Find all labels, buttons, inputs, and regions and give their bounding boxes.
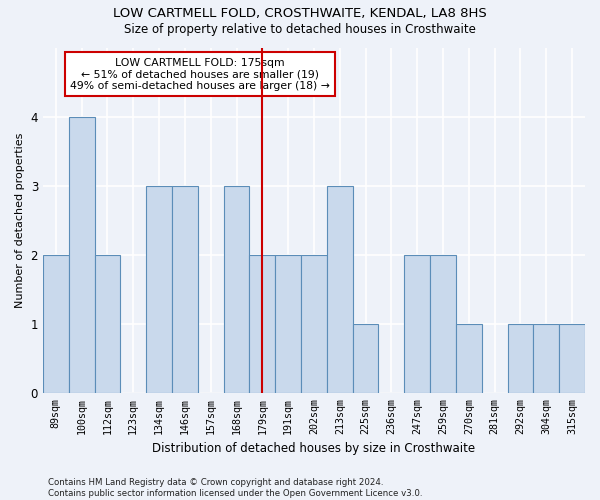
- Y-axis label: Number of detached properties: Number of detached properties: [15, 132, 25, 308]
- Bar: [456, 324, 482, 393]
- Bar: [43, 254, 69, 393]
- Text: LOW CARTMELL FOLD: 175sqm
← 51% of detached houses are smaller (19)
49% of semi-: LOW CARTMELL FOLD: 175sqm ← 51% of detac…: [70, 58, 330, 91]
- Text: Contains HM Land Registry data © Crown copyright and database right 2024.
Contai: Contains HM Land Registry data © Crown c…: [48, 478, 422, 498]
- Bar: [69, 116, 95, 393]
- Text: Size of property relative to detached houses in Crosthwaite: Size of property relative to detached ho…: [124, 22, 476, 36]
- Bar: [559, 324, 585, 393]
- Bar: [250, 254, 275, 393]
- X-axis label: Distribution of detached houses by size in Crosthwaite: Distribution of detached houses by size …: [152, 442, 476, 455]
- Bar: [327, 186, 353, 393]
- Bar: [353, 324, 379, 393]
- Bar: [404, 254, 430, 393]
- Bar: [224, 186, 250, 393]
- Bar: [533, 324, 559, 393]
- Bar: [146, 186, 172, 393]
- Bar: [95, 254, 121, 393]
- Bar: [430, 254, 456, 393]
- Bar: [301, 254, 327, 393]
- Bar: [172, 186, 198, 393]
- Bar: [275, 254, 301, 393]
- Text: LOW CARTMELL FOLD, CROSTHWAITE, KENDAL, LA8 8HS: LOW CARTMELL FOLD, CROSTHWAITE, KENDAL, …: [113, 8, 487, 20]
- Bar: [508, 324, 533, 393]
